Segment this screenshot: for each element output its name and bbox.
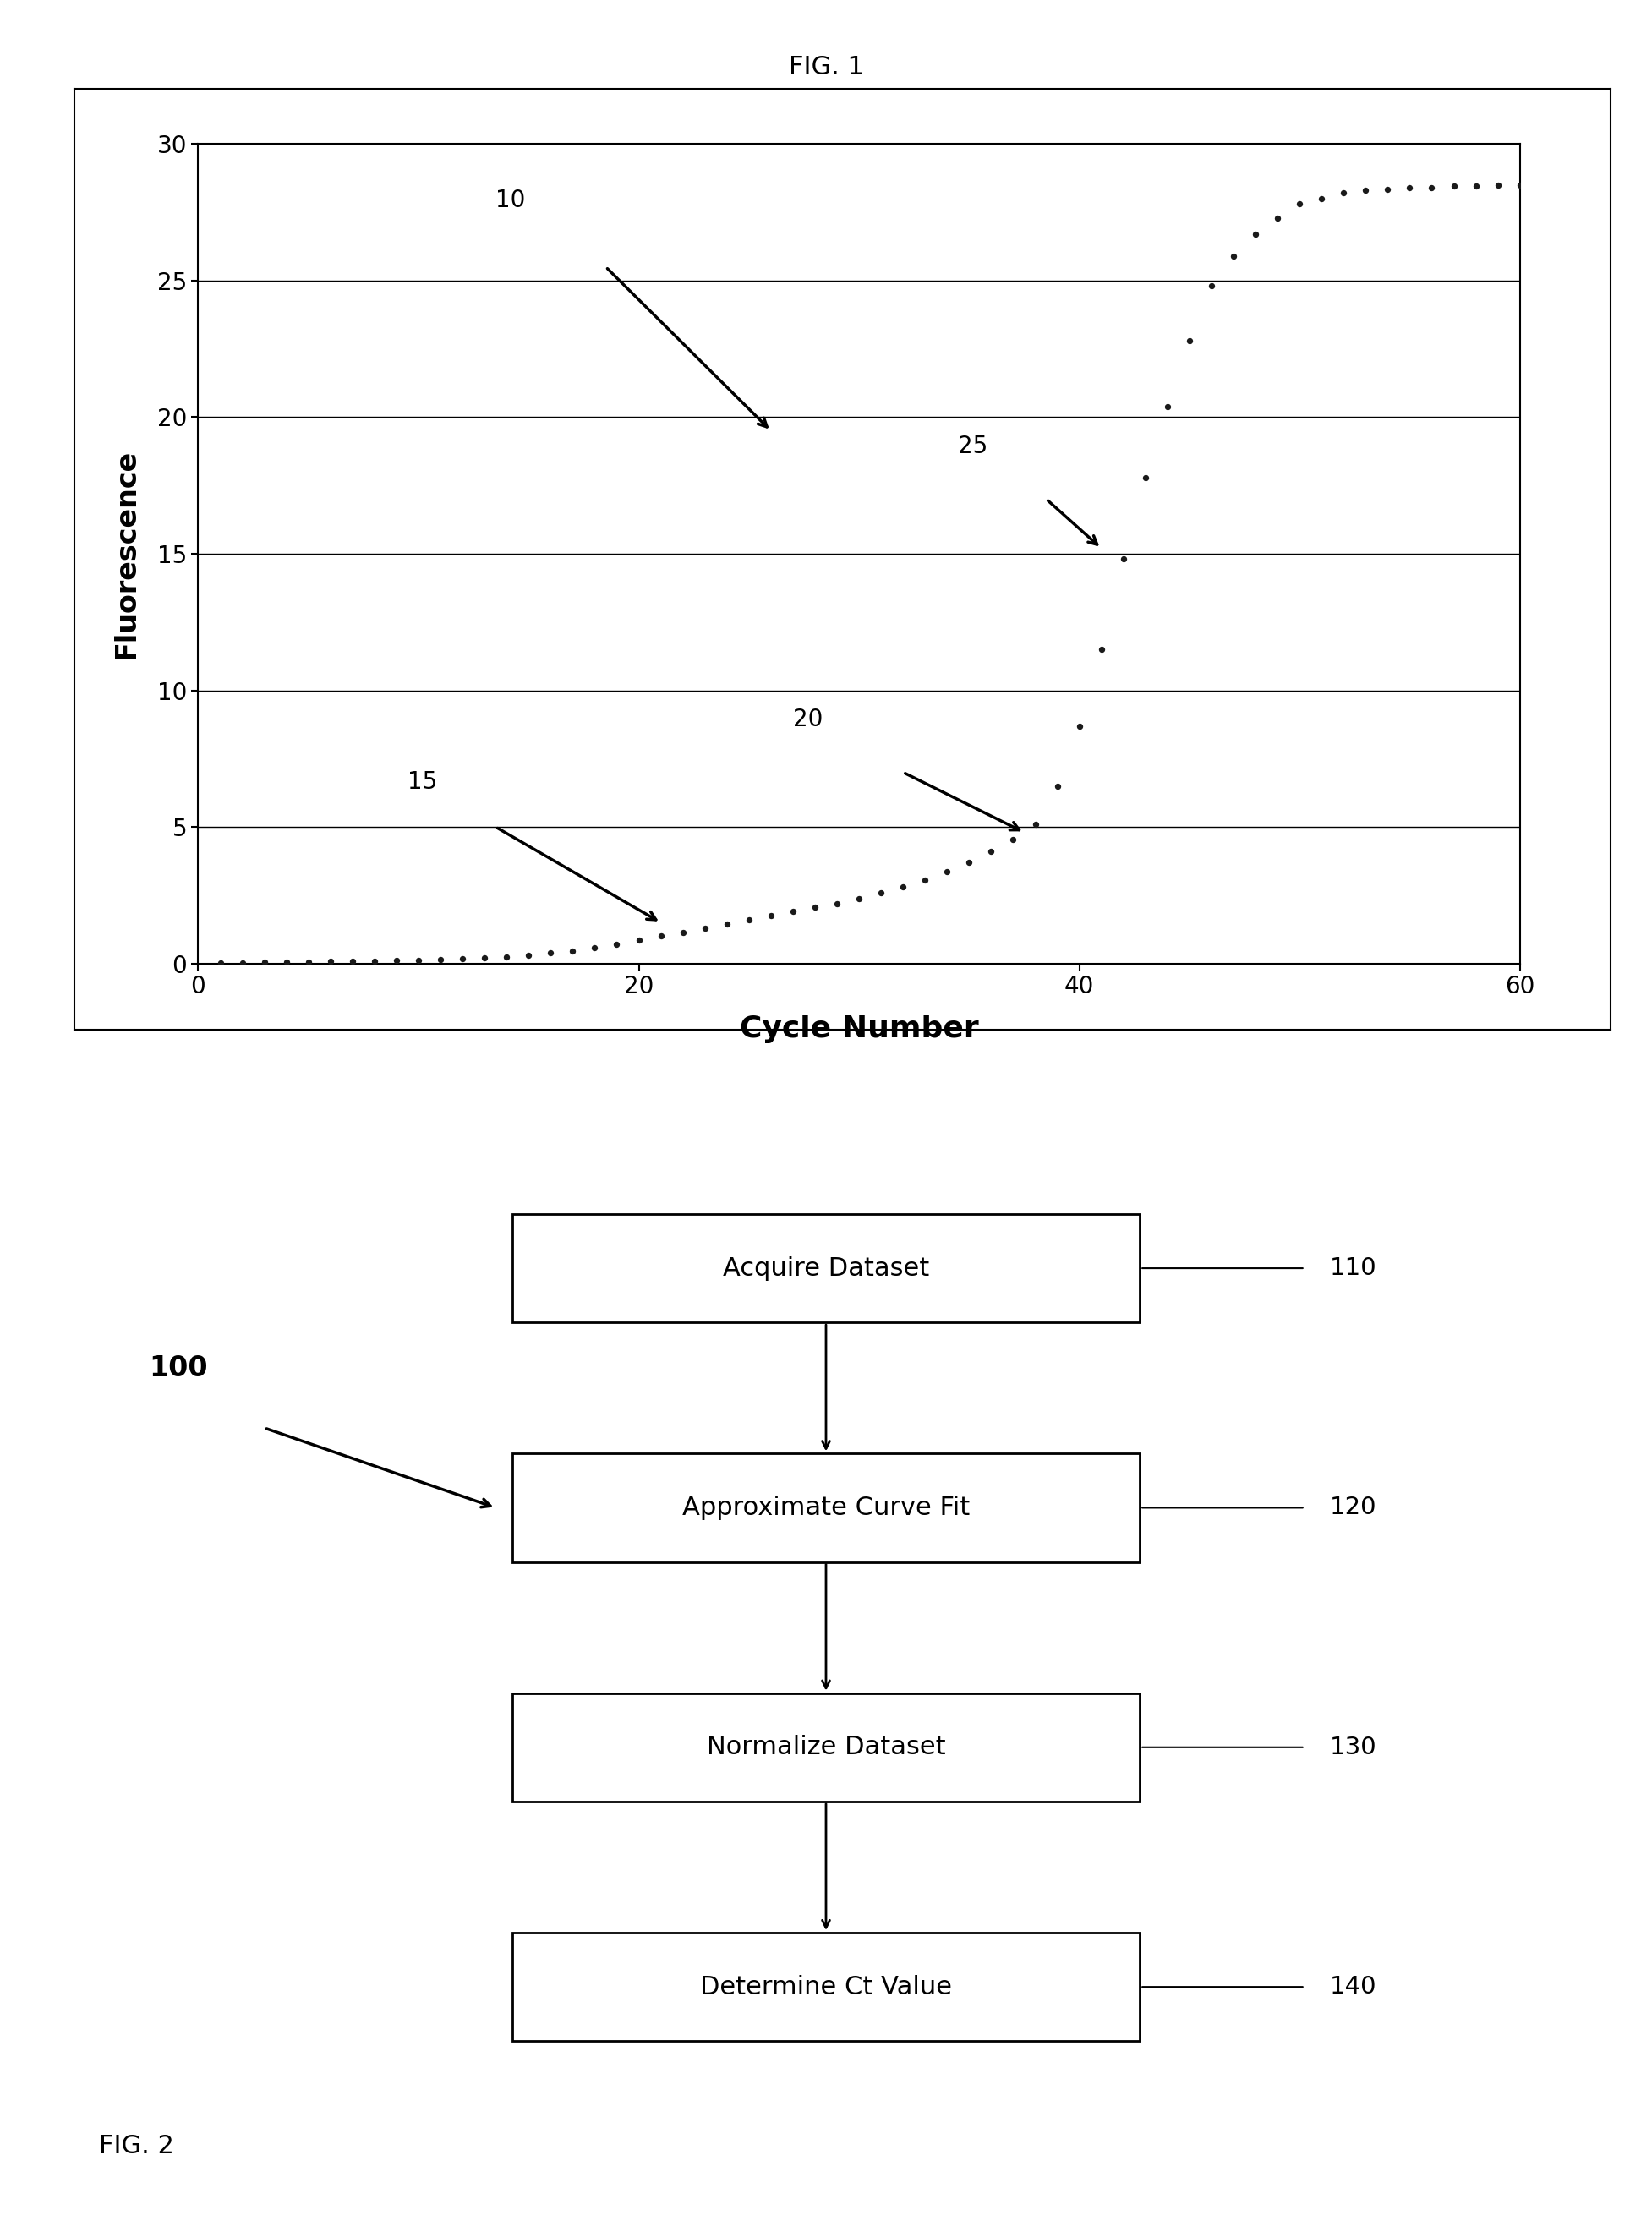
Point	[999, 822, 1026, 857]
Point	[428, 941, 454, 977]
Point	[1287, 186, 1313, 222]
X-axis label: Cycle Number: Cycle Number	[740, 1014, 978, 1043]
Point	[780, 895, 806, 930]
Point	[1242, 217, 1269, 253]
Point	[1044, 769, 1070, 804]
Point	[1419, 171, 1446, 206]
Point	[1507, 168, 1533, 204]
Point	[603, 926, 629, 961]
Point	[669, 915, 695, 950]
Text: Acquire Dataset: Acquire Dataset	[724, 1256, 928, 1280]
Point	[449, 941, 476, 977]
Point	[957, 844, 983, 879]
Point	[515, 937, 542, 972]
Point	[560, 933, 586, 968]
Point	[494, 939, 520, 975]
Point	[1485, 168, 1512, 204]
Text: 140: 140	[1330, 1976, 1376, 1998]
Point	[362, 944, 388, 979]
Text: FIG. 1: FIG. 1	[788, 55, 864, 80]
Y-axis label: Fluorescence: Fluorescence	[112, 450, 140, 658]
Point	[890, 868, 917, 904]
FancyBboxPatch shape	[512, 1453, 1140, 1562]
Point	[339, 944, 365, 979]
Point	[582, 930, 608, 966]
Point	[471, 941, 497, 977]
Text: Normalize Dataset: Normalize Dataset	[707, 1734, 945, 1759]
Text: FIG. 2: FIG. 2	[99, 2133, 173, 2157]
Point	[1264, 199, 1290, 235]
Text: 25: 25	[958, 434, 988, 459]
Point	[1132, 459, 1158, 494]
Point	[537, 935, 563, 970]
Point	[735, 902, 762, 937]
Text: 110: 110	[1330, 1256, 1376, 1280]
Point	[1374, 171, 1401, 206]
FancyBboxPatch shape	[512, 1934, 1140, 2040]
Point	[1221, 239, 1247, 275]
Point	[714, 906, 740, 941]
Point	[1110, 540, 1137, 576]
Point	[912, 862, 938, 897]
Point	[1089, 631, 1115, 667]
Point	[251, 946, 278, 981]
Point	[296, 944, 322, 979]
Text: 10: 10	[496, 188, 525, 213]
Point	[824, 886, 851, 921]
FancyBboxPatch shape	[512, 1214, 1140, 1322]
Text: 20: 20	[793, 707, 823, 731]
Point	[1462, 168, 1488, 204]
Text: 15: 15	[408, 771, 438, 795]
Point	[383, 944, 410, 979]
Text: 130: 130	[1330, 1737, 1376, 1759]
Point	[758, 897, 785, 933]
Point	[230, 946, 256, 981]
Point	[867, 875, 894, 910]
Point	[933, 855, 960, 890]
Point	[405, 944, 431, 979]
Point	[1176, 323, 1203, 359]
Point	[317, 944, 344, 979]
Point	[626, 924, 653, 959]
Point	[1066, 709, 1092, 744]
Point	[1308, 182, 1335, 217]
Point	[1441, 168, 1467, 204]
Point	[1396, 171, 1422, 206]
Text: Approximate Curve Fit: Approximate Curve Fit	[682, 1495, 970, 1519]
Point	[801, 890, 828, 926]
Point	[1353, 173, 1379, 208]
Point	[1023, 806, 1049, 842]
Text: 100: 100	[149, 1353, 208, 1382]
Point	[648, 919, 674, 955]
Point	[206, 946, 233, 981]
Text: 120: 120	[1330, 1495, 1376, 1519]
Point	[1198, 268, 1224, 303]
Point	[1155, 388, 1181, 423]
Point	[692, 910, 719, 946]
Text: Determine Ct Value: Determine Ct Value	[700, 1974, 952, 2000]
FancyBboxPatch shape	[512, 1692, 1140, 1801]
Point	[273, 944, 299, 979]
Point	[978, 833, 1004, 868]
Point	[846, 882, 872, 917]
Point	[1330, 175, 1356, 210]
